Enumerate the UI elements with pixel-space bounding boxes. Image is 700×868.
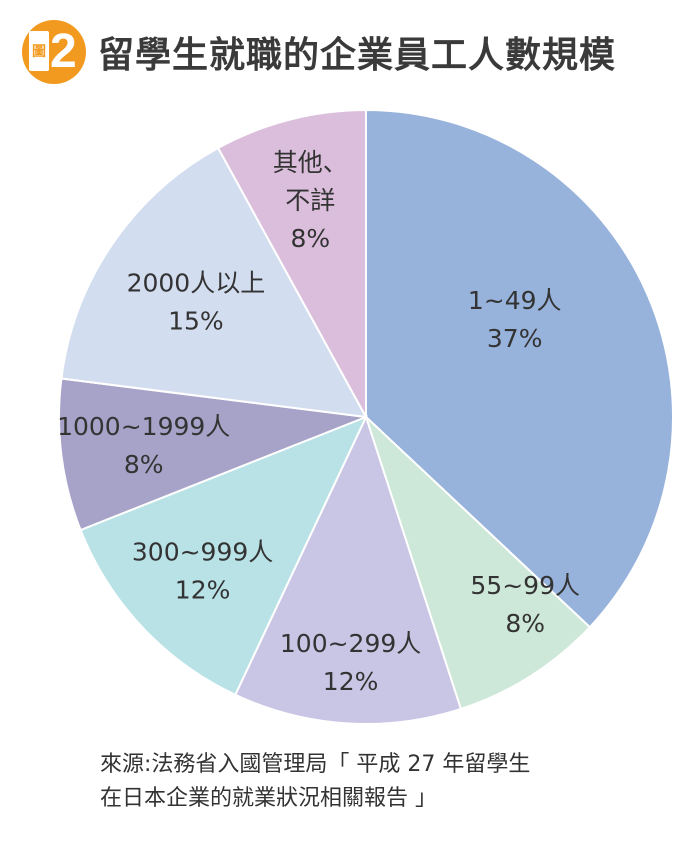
slice-category-label: 100~299人: [280, 629, 421, 658]
pie-slice: [79, 415, 368, 697]
pie-slice: [233, 414, 463, 725]
figure-badge: 圖 2: [22, 20, 86, 84]
slice-label: 300~999人 12%: [132, 537, 273, 604]
figure-badge-number: 2: [50, 25, 77, 78]
slice-value-label: 8%: [290, 224, 330, 253]
slice-category-label: 300~999人: [132, 537, 273, 566]
slice-value-label: 15%: [168, 306, 224, 335]
source-line-1: 來源:法務省入國管理局「 平成 27 年留學生: [100, 752, 531, 777]
pie-slice: [365, 108, 674, 629]
slice-value-label: 37%: [487, 324, 543, 353]
slice-label: 55~99人 8%: [470, 571, 580, 638]
source-line-2: 在日本企業的就業狀況相關報告 」: [100, 786, 437, 811]
slice-label: 其他、不詳 8%: [273, 148, 348, 253]
chart-header: 圖 2 留學生就職的企業員工人數規模: [22, 20, 616, 84]
slice-label: 100~299人 12%: [280, 629, 421, 696]
pie-slice: [60, 146, 368, 419]
slice-label: 2000人以上 15%: [127, 268, 266, 335]
slice-category-label: 不詳: [285, 186, 335, 215]
slice-value-label: 12%: [323, 667, 379, 696]
source-note: 來源:法務省入國管理局「 平成 27 年留學生 在日本企業的就業狀況相關報告 」: [100, 748, 660, 816]
slice-label: 1~49人 37%: [468, 286, 562, 353]
slice-value-label: 12%: [175, 575, 231, 604]
pie-slice: [365, 416, 592, 711]
slice-value-label: 8%: [505, 609, 545, 638]
slice-category-label: 其他、: [273, 148, 348, 177]
figure-badge-char: 圖: [29, 31, 49, 71]
slice-category-label: 1000~1999人: [57, 412, 230, 441]
chart-title: 留學生就職的企業員工人數規模: [98, 35, 617, 76]
slice-label: 1000~1999人 8%: [57, 412, 230, 479]
slice-category-label: 1~49人: [468, 286, 562, 315]
slice-value-label: 8%: [124, 450, 164, 479]
pie-slice: [216, 108, 367, 418]
slice-category-label: 2000人以上: [127, 268, 266, 297]
slice-category-label: 55~99人: [470, 571, 580, 600]
pie-slice: [58, 377, 367, 532]
